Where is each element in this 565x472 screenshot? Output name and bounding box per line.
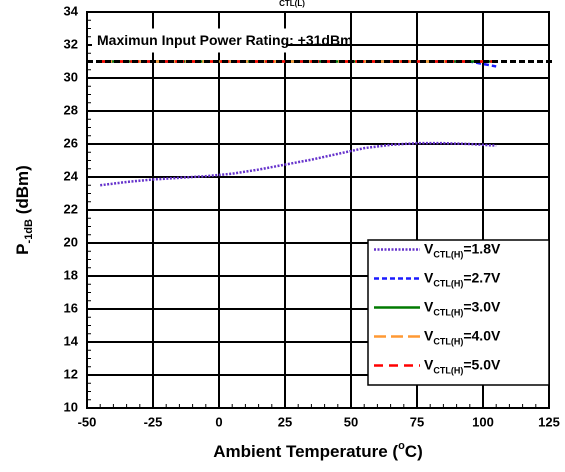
x-axis-label-superscript: o [398,440,405,452]
x-tick-label: 25 [278,414,292,429]
annotation: Maximun Input Power Rating: +31dBm [97,32,353,48]
x-tick-label: -25 [144,414,163,429]
legend-box [367,239,550,386]
legend-prefix: V [424,356,434,372]
y-tick-label: 26 [64,135,78,150]
legend-entry: =4.0V [463,327,501,343]
y-axis-label-text: P [13,243,32,254]
x-tick-label: 100 [472,414,494,429]
x-axis-label-suffix: C) [405,442,423,461]
x-tick-label: 0 [215,414,222,429]
legend-subscript: CTL(H) [433,337,463,347]
title-fragment: CTL(L) [279,0,305,8]
y-tick-label: 14 [64,333,79,348]
legend-label: VCTL(H)=3.0V [424,298,501,318]
annotation-box [92,28,286,53]
y-axis-label-subscript: -1dB [23,219,35,244]
legend-prefix: V [424,269,434,285]
legend-entry: =1.8V [463,240,501,256]
legend-entry: =5.0V [463,356,501,372]
legend-subscript: CTL(H) [433,366,463,376]
plot-border [86,11,550,409]
x-axis-label: Ambient Temperature (oC) [213,440,423,462]
legend-subscript: CTL(H) [433,308,463,318]
x-tick-label: 125 [538,414,560,429]
legend-prefix: V [424,298,434,314]
legend-label: VCTL(H)=2.7V [424,269,501,289]
legend-entry: =3.0V [463,298,501,314]
y-tick-label: 30 [64,69,78,84]
y-tick-label: 10 [64,399,78,414]
y-tick-label: 12 [64,366,78,381]
y-tick-label: 24 [64,168,79,183]
y-tick-label: 28 [64,102,78,117]
legend-prefix: V [424,240,434,256]
legend-label: VCTL(H)=5.0V [424,356,501,376]
x-axis-label-text: Ambient Temperature ( [213,442,398,461]
legend-label: VCTL(H)=4.0V [424,327,501,347]
legend-label: VCTL(H)=1.8V [424,240,501,260]
y-tick-label: 22 [64,201,78,216]
legend-subscript: CTL(H) [433,279,463,289]
y-tick-label: 20 [64,234,78,249]
y-tick-label: 16 [64,300,78,315]
x-tick-label: -50 [78,414,97,429]
legend-subscript: CTL(H) [433,250,463,260]
y-tick-label: 34 [64,3,79,18]
y-axis-label: P-1dB (dBm) [13,165,34,255]
x-tick-label: 50 [344,414,358,429]
y-axis-label-suffix: (dBm) [13,165,32,219]
x-tick-label: 75 [410,414,424,429]
y-tick-label: 32 [64,36,78,51]
y-tick-label: 18 [64,267,78,282]
legend-prefix: V [424,327,434,343]
legend-entry: =2.7V [463,269,501,285]
series-line [100,141,497,187]
